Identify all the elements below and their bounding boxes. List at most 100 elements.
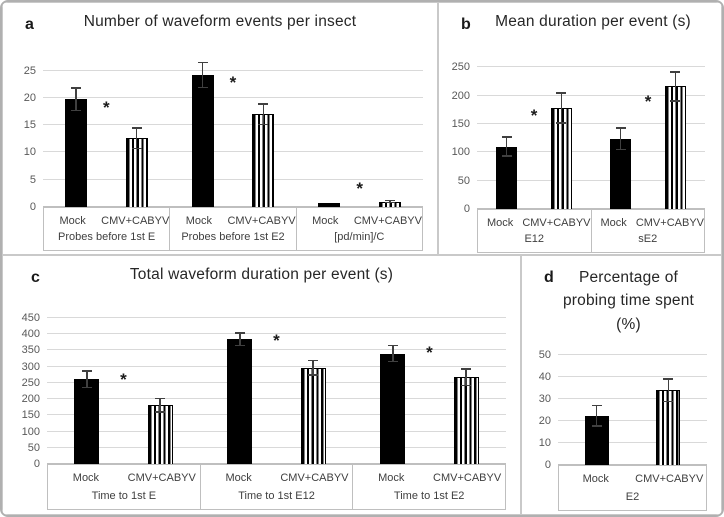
bar-group: * bbox=[200, 308, 353, 464]
series-label: CMV+CABYV bbox=[227, 214, 296, 227]
y-tick-label: 150 bbox=[21, 409, 40, 422]
y-tick-label: 250 bbox=[451, 61, 470, 74]
series-label: Mock bbox=[378, 472, 405, 485]
error-bar-line bbox=[389, 199, 391, 204]
error-bar-cap-bottom bbox=[308, 374, 319, 376]
error-bar-line bbox=[560, 92, 563, 124]
series-label: Mock bbox=[312, 214, 339, 227]
error-bar-cap-top bbox=[81, 370, 92, 372]
series-label: Mock bbox=[487, 216, 514, 229]
panel-c: c Total waveform duration per event (s) … bbox=[2, 255, 521, 515]
error-bar-cap-top bbox=[155, 397, 166, 400]
error-bar-line bbox=[505, 136, 508, 157]
bar-group: * bbox=[43, 57, 170, 207]
gridline bbox=[477, 94, 705, 96]
gridline bbox=[47, 414, 506, 416]
bar-mock bbox=[610, 138, 632, 209]
y-tick-label: 0 bbox=[463, 203, 470, 215]
category-label: E2 bbox=[625, 490, 640, 503]
series-label: Mock bbox=[225, 472, 252, 485]
gridline bbox=[43, 124, 423, 126]
gridline bbox=[558, 420, 707, 422]
panel-header: b Mean duration per event (s) bbox=[439, 13, 721, 33]
category-label: [pd/min]/C bbox=[334, 231, 385, 244]
significance-asterisk: * bbox=[229, 73, 237, 93]
error-bar-cap-top bbox=[591, 404, 602, 407]
error-bar-cap-bottom bbox=[663, 400, 674, 403]
bar-mock bbox=[380, 353, 406, 464]
panel-header: a Number of waveform events per insect bbox=[3, 13, 437, 33]
series-label-row: Mock CMV+CABYV bbox=[170, 214, 296, 227]
bar-group: * bbox=[353, 308, 506, 464]
panel-b: b Mean duration per event (s) 0 50 100 150 2… bbox=[438, 2, 722, 255]
series-label: Mock bbox=[185, 214, 213, 227]
y-tick-label: 250 bbox=[21, 376, 40, 389]
y-tick-label: 10 bbox=[538, 437, 551, 450]
error-bar-cap-bottom bbox=[197, 86, 208, 89]
x-axis-line bbox=[43, 206, 423, 207]
series-label: CMV+CABYV bbox=[101, 214, 170, 227]
series-label-row: Mock CMV+CABYV bbox=[44, 215, 169, 227]
y-tick-label: 100 bbox=[451, 146, 470, 159]
error-bar-cap-top bbox=[670, 71, 681, 73]
y-tick-label: 20 bbox=[538, 415, 551, 428]
y-tick-label: 50 bbox=[538, 349, 551, 362]
error-bar-cap-bottom bbox=[155, 411, 166, 413]
category-label: Time to 1st E12 bbox=[238, 489, 315, 502]
error-bar-cap-top bbox=[308, 359, 319, 362]
y-tick-label: 40 bbox=[538, 371, 551, 384]
bar-cmv-cabyv bbox=[664, 86, 686, 209]
error-bar bbox=[308, 359, 319, 376]
series-label-row: Mock CMV+CABYV bbox=[478, 216, 590, 229]
gridline bbox=[43, 151, 423, 153]
y-tick-label: 25 bbox=[23, 64, 36, 77]
bar-group bbox=[558, 342, 707, 465]
error-bar-cap-bottom bbox=[70, 109, 81, 111]
error-bar-cap-bottom bbox=[501, 155, 512, 157]
category-axis: Mock CMV+CABYV E12 Mock CMV+CABYV sE2 bbox=[477, 209, 705, 253]
category-group-cell: Mock CMV+CABYV Probes before 1st E2 bbox=[170, 208, 297, 250]
gridline bbox=[47, 365, 506, 367]
significance-asterisk: * bbox=[530, 106, 538, 126]
bar-cmv-cabyv bbox=[300, 367, 326, 464]
error-bar-cap-bottom bbox=[461, 384, 472, 387]
gridline bbox=[558, 354, 707, 356]
category-axis: Mock CMV+CABYV Probes before 1st E Mock CMV+… bbox=[43, 207, 423, 251]
error-bar-line bbox=[595, 404, 598, 427]
error-bar-line bbox=[674, 71, 677, 102]
gridline bbox=[47, 381, 506, 383]
bar-mock bbox=[74, 379, 100, 464]
series-label: Mock bbox=[600, 216, 627, 229]
significance-asterisk: * bbox=[644, 91, 652, 111]
plot-area: 0 10 20 30 40 50 bbox=[539, 342, 707, 471]
error-bar-cap-top bbox=[70, 87, 81, 89]
gridline bbox=[43, 69, 423, 71]
y-tick-label: 30 bbox=[538, 393, 551, 406]
error-bar-line bbox=[75, 87, 77, 111]
error-bar-cap-bottom bbox=[615, 148, 626, 151]
error-bar-cap-top bbox=[663, 378, 674, 380]
category-group-cell: Mock CMV+CABYV [pd/min]/C bbox=[297, 208, 422, 250]
significance-asterisk: * bbox=[273, 331, 280, 351]
y-tick-label: 50 bbox=[27, 441, 40, 454]
error-bar-line bbox=[86, 370, 88, 389]
error-bar-line bbox=[159, 397, 161, 413]
category-group-cell: Mock CMV+CABYV Time to 1st E12 bbox=[201, 465, 354, 509]
panel-d: d Percentage of probing time spent (%) 0… bbox=[521, 255, 722, 515]
y-tick-label: 5 bbox=[29, 173, 36, 186]
gridline bbox=[43, 178, 423, 180]
y-tick-label: 300 bbox=[21, 360, 40, 373]
bar-group: * bbox=[296, 57, 423, 207]
y-tick-label: 200 bbox=[451, 89, 470, 102]
panel-header: c Total waveform duration per event (s) bbox=[3, 266, 520, 286]
series-label-row: Mock CMV+CABYV bbox=[48, 472, 200, 484]
error-bar-cap-top bbox=[131, 127, 142, 129]
y-tick-label: 100 bbox=[21, 425, 40, 438]
category-label: Probes before 1st E2 bbox=[181, 231, 285, 244]
error-bar-line bbox=[619, 127, 622, 151]
chart-title: Percentage of probing time spent (%) bbox=[562, 269, 695, 333]
series-label: CMV+CABYV bbox=[280, 472, 349, 485]
plot-area: 0 50 100 150 200 250 * * bbox=[452, 53, 705, 215]
gridline bbox=[43, 96, 423, 98]
y-tick-label: 200 bbox=[21, 393, 40, 405]
